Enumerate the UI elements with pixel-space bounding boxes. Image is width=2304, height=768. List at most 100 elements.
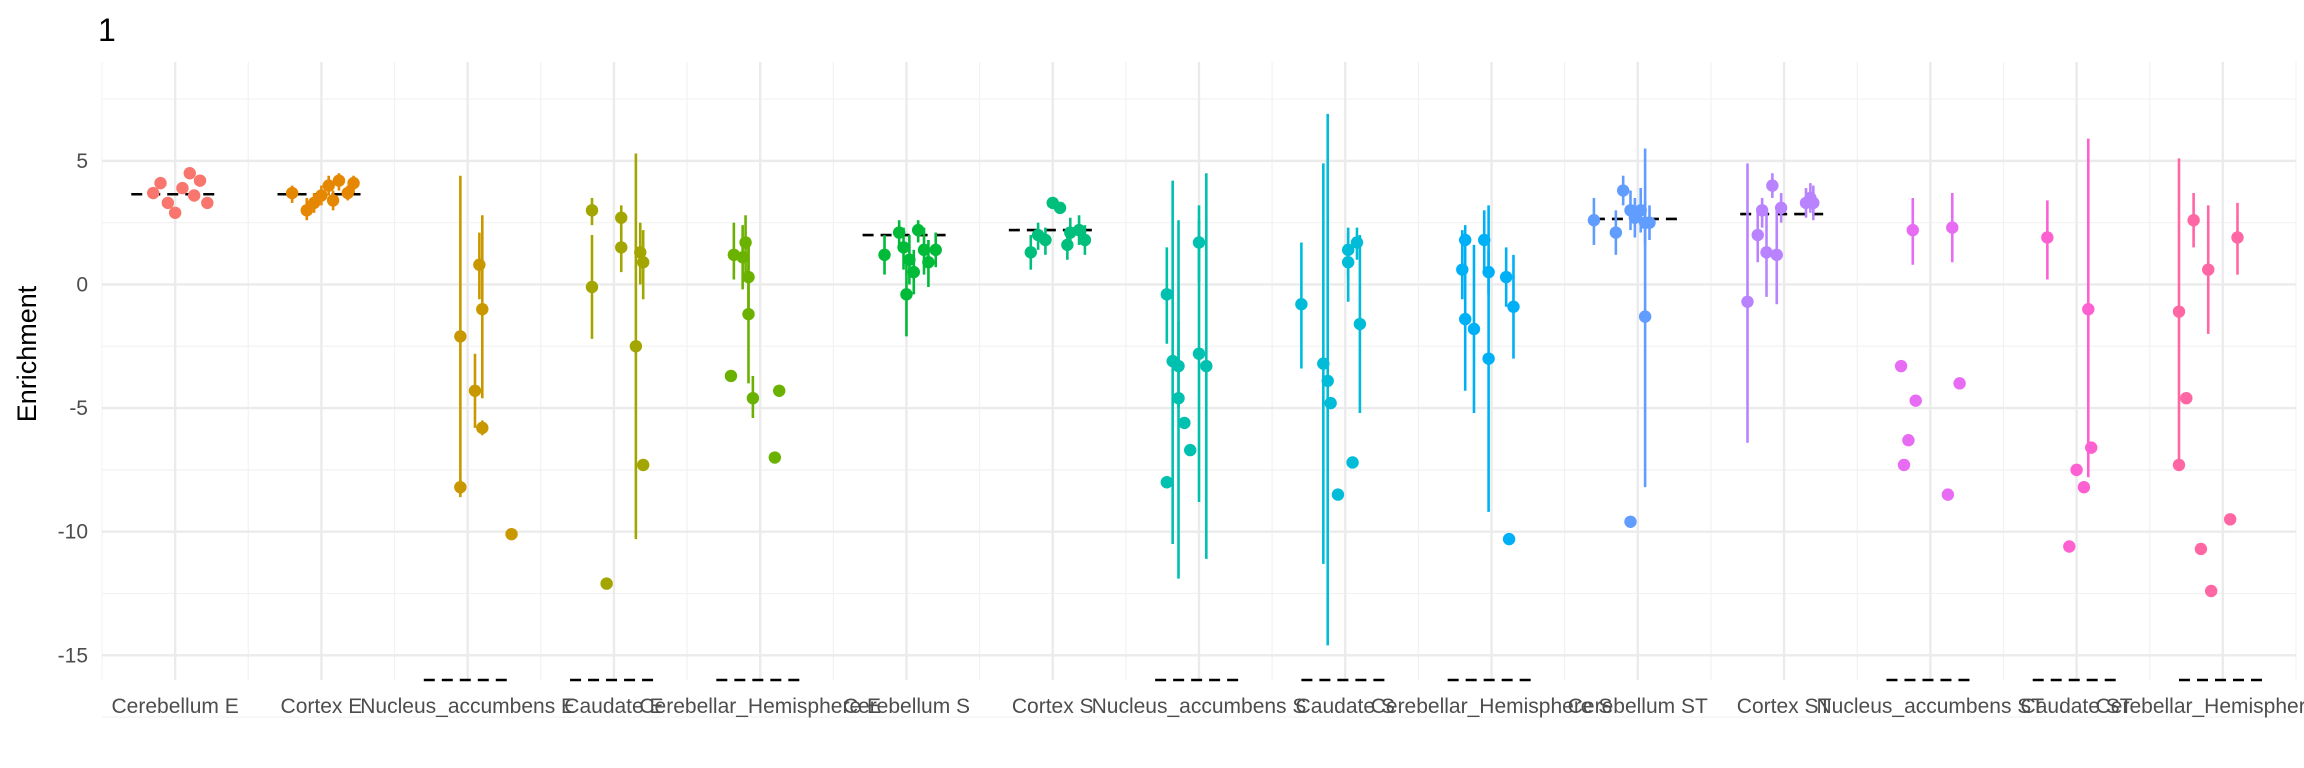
- data-point: [1184, 443, 1197, 457]
- y-tick-label: 0: [76, 273, 88, 296]
- data-point: [1643, 216, 1656, 229]
- data-point: [505, 527, 518, 541]
- data-point: [1353, 317, 1367, 331]
- x-tick-label: Caudate S: [1296, 695, 1395, 718]
- data-point: [1482, 352, 1495, 365]
- data-point: [1192, 236, 1206, 249]
- data-point: [1774, 201, 1788, 215]
- data-point: [1172, 359, 1185, 373]
- data-point: [187, 189, 201, 202]
- data-point: [2180, 391, 2193, 405]
- data-point: [615, 211, 628, 224]
- x-tick-label: Caudate ST: [2021, 695, 2133, 718]
- data-point: [341, 186, 354, 200]
- data-point: [746, 391, 760, 405]
- data-point: [1502, 532, 1516, 546]
- data-point: [585, 204, 599, 217]
- data-point: [2223, 513, 2237, 526]
- data-point: [1341, 243, 1355, 257]
- x-tick-label: Cerebellum E: [112, 695, 239, 718]
- y-axis-title: Enrichment: [12, 285, 42, 422]
- data-point: [1039, 233, 1052, 247]
- data-point: [636, 256, 650, 269]
- data-point: [636, 458, 650, 472]
- data-point: [347, 176, 360, 190]
- data-point: [1741, 295, 1754, 308]
- data-point: [1638, 310, 1652, 323]
- data-point: [1295, 298, 1308, 311]
- data-point: [892, 226, 906, 239]
- data-point: [929, 243, 942, 257]
- data-point: [1766, 179, 1779, 192]
- data-point: [285, 186, 299, 200]
- data-point: [585, 280, 599, 294]
- data-point: [742, 270, 755, 284]
- data-point: [1200, 359, 1213, 373]
- data-point: [326, 194, 340, 207]
- data-point: [1616, 184, 1630, 197]
- data-point: [1178, 416, 1191, 430]
- data-point: [168, 206, 182, 219]
- data-point: [332, 174, 346, 187]
- data-point: [1024, 246, 1037, 259]
- chart-title: 1: [98, 12, 116, 48]
- data-point: [146, 186, 160, 200]
- data-point: [1609, 226, 1623, 239]
- data-point: [1061, 238, 1074, 252]
- data-point: [2070, 463, 2083, 477]
- data-point: [1894, 359, 1908, 373]
- data-point: [1072, 223, 1086, 237]
- data-point: [1160, 288, 1174, 301]
- data-point: [2204, 584, 2218, 598]
- data-point: [1478, 233, 1491, 247]
- data-point: [476, 421, 489, 435]
- data-point: [897, 241, 910, 254]
- data-point: [1946, 221, 1959, 234]
- data-point: [183, 167, 196, 180]
- y-tick-label: -5: [69, 397, 88, 420]
- data-point: [2231, 231, 2244, 244]
- data-point: [1770, 248, 1783, 262]
- data-point: [161, 196, 175, 210]
- data-point: [1755, 204, 1769, 217]
- data-point: [917, 243, 931, 257]
- data-point: [201, 196, 214, 210]
- data-point: [193, 174, 207, 187]
- data-point: [634, 246, 647, 259]
- data-point: [2194, 542, 2208, 556]
- data-point: [1499, 270, 1513, 284]
- data-point: [1321, 374, 1334, 388]
- x-tick-label: Cortex E: [281, 695, 363, 718]
- data-point: [1751, 228, 1764, 242]
- data-point: [724, 369, 738, 383]
- data-point: [903, 253, 916, 266]
- data-point: [742, 307, 755, 321]
- data-point: [1953, 377, 1966, 390]
- data-point: [1350, 236, 1364, 249]
- x-tick-label: Nucleus_accumbens E: [360, 695, 575, 718]
- data-point: [476, 303, 489, 316]
- data-point: [454, 480, 467, 494]
- data-point: [907, 265, 920, 279]
- data-point: [154, 176, 167, 190]
- data-point: [1459, 312, 1472, 326]
- data-point: [2077, 480, 2091, 494]
- data-point: [739, 236, 752, 249]
- data-point: [1456, 263, 1469, 276]
- data-point: [1346, 456, 1359, 469]
- y-tick-label: -15: [58, 644, 88, 667]
- data-point: [176, 181, 189, 195]
- data-point: [878, 248, 891, 262]
- data-point: [2187, 214, 2200, 227]
- data-point: [1341, 256, 1355, 269]
- x-tick-label: Cerebellar_Hemisphere ST: [2096, 695, 2304, 718]
- data-point: [773, 384, 786, 397]
- x-tick-label: Cortex ST: [1737, 695, 1832, 718]
- data-point: [1624, 515, 1637, 528]
- data-point: [629, 340, 643, 353]
- data-point: [768, 451, 782, 464]
- data-point: [1902, 434, 1915, 447]
